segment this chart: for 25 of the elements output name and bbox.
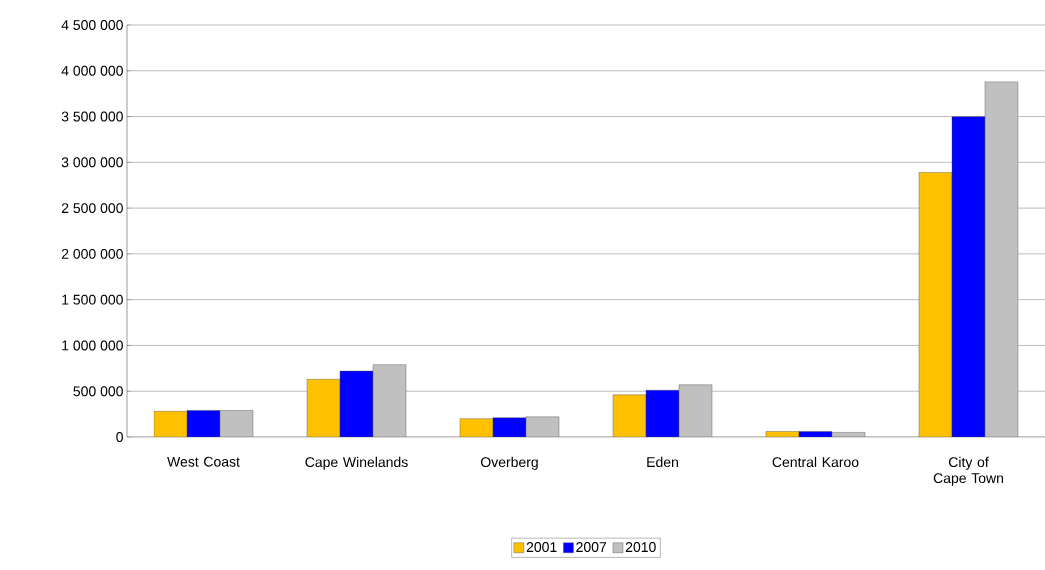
x-tick-label: Eden xyxy=(647,456,678,468)
legend-label: 2007 xyxy=(576,542,607,553)
y-tick-label: 0 xyxy=(116,432,123,442)
y-tick-label: 500 000 xyxy=(73,386,123,397)
legend-label: 2001 xyxy=(526,542,557,553)
y-tick-label: 2 500 000 xyxy=(61,203,123,214)
bar xyxy=(984,81,1019,437)
y-tick-label: 4 000 000 xyxy=(61,65,123,76)
y-tick-label: 3 000 000 xyxy=(61,157,123,168)
y-tick-label: 3 500 000 xyxy=(61,111,123,122)
x-tick-label: West Coast xyxy=(167,456,240,467)
y-tick-label: 4 500 000 xyxy=(61,20,123,30)
bar xyxy=(678,384,713,437)
bar xyxy=(372,364,407,437)
x-tick-label: Central Karoo xyxy=(772,456,859,468)
x-tick-label: Cape Winelands xyxy=(305,456,408,470)
y-tick-label: 1 000 000 xyxy=(62,340,123,351)
bar xyxy=(951,116,986,437)
x-tick-label: Overberg xyxy=(480,456,538,470)
y-tick-label: 2 000 000 xyxy=(61,248,123,259)
y-tick-label: 1 500 000 xyxy=(62,294,123,305)
bar xyxy=(645,390,680,437)
legend-label: 2010 xyxy=(625,542,656,553)
bar xyxy=(339,370,374,437)
x-tick-label: City of Cape Town xyxy=(933,456,1003,486)
